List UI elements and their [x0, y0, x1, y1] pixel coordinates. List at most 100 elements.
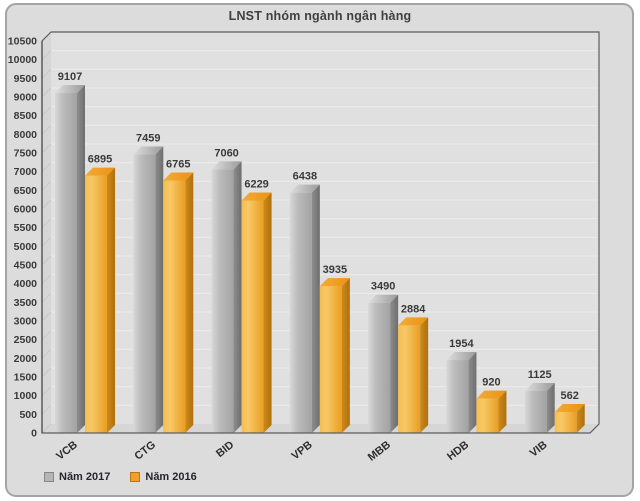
y-tick-label: 5500: [14, 222, 38, 234]
tick-mark: [41, 292, 52, 303]
y-tick-label: 5000: [14, 241, 38, 253]
bar-top-face: [524, 383, 555, 391]
legend-item-2016: Năm 2016: [130, 471, 197, 483]
bar-Năm-2016-MBB: [398, 317, 429, 433]
bar-side-face: [311, 184, 320, 433]
bar-side-face: [468, 352, 477, 433]
bar-Năm-2016-VCB: [85, 167, 115, 433]
value-label: 3935: [323, 264, 347, 276]
bar-front-face: [163, 180, 186, 433]
bar-front-face: [55, 93, 77, 433]
value-label: 1954: [449, 338, 474, 350]
bar-Năm-2017-MBB: [368, 294, 399, 433]
y-tick-label: 500: [19, 409, 37, 421]
bar-Năm-2017-VPB: [289, 184, 320, 433]
bar-front-face: [241, 200, 264, 433]
bar-top-face: [446, 352, 477, 361]
y-tick-label: 7000: [14, 166, 38, 178]
tick-mark: [41, 199, 52, 210]
y-tick-label: 10000: [8, 54, 37, 66]
bar-top-face: [554, 404, 585, 413]
y-axis-labels: 0 500 1000 1500 2000 2500 3000 3500 4000 4500 5000…: [8, 36, 37, 440]
y-tick-label: 4000: [14, 278, 38, 290]
bar-front-face: [211, 169, 234, 433]
bar-front-face: [446, 360, 469, 433]
y-tick-label: 3500: [14, 297, 38, 309]
bar-Năm-2016-VPB: [319, 278, 350, 433]
bar-Năm-2017-VCB: [55, 85, 85, 433]
bar-side-face: [390, 294, 399, 433]
value-label: 562: [561, 390, 579, 402]
value-label: 7459: [136, 133, 160, 145]
bar-top-face: [319, 278, 350, 287]
bar-front-face: [554, 412, 577, 433]
bar-side-face: [155, 146, 164, 433]
chart-title: LNST nhóm ngành ngân hàng: [228, 9, 412, 23]
bar-top-face: [163, 172, 194, 181]
category-label: VIB: [528, 439, 550, 460]
bar-Năm-2017-CTG: [133, 146, 164, 433]
y-tick-label: 9500: [14, 73, 38, 85]
tick-mark: [41, 218, 52, 229]
tick-mark: [41, 311, 52, 322]
category-label: MBB: [366, 439, 393, 464]
bar-side-face: [107, 167, 115, 433]
tick-mark: [41, 236, 52, 247]
value-label: 3490: [371, 281, 395, 293]
value-label: 6895: [88, 154, 112, 166]
bar-Năm-2016-VIB: [554, 404, 585, 433]
y-tick-label: 3000: [14, 316, 38, 328]
bars: [55, 85, 585, 433]
axis-ticks: [41, 31, 52, 434]
bar-side-face: [576, 404, 585, 433]
bar-Năm-2016-BID: [241, 192, 272, 433]
bar-top-face: [398, 317, 429, 326]
bar-front-face: [524, 391, 547, 433]
y-tick-label: 2000: [14, 353, 38, 365]
value-label: 7060: [214, 147, 238, 159]
bar-side-face: [233, 161, 242, 433]
y-tick-label: 6500: [14, 185, 38, 197]
value-label: 6229: [244, 178, 268, 190]
y-tick-label: 2500: [14, 334, 38, 346]
bar-side-face: [263, 192, 272, 433]
bar-top-face: [211, 161, 242, 170]
bar-top-face: [55, 85, 85, 94]
bar-top-face: [289, 184, 320, 193]
legend: Năm 2017 Năm 2016: [44, 471, 197, 483]
legend-label-2017: Năm 2017: [59, 471, 111, 483]
tick-mark: [41, 274, 52, 285]
bar-top-face: [368, 294, 399, 303]
value-label: 6438: [293, 171, 317, 183]
y-tick-label: 10500: [8, 36, 37, 48]
bar-side-face: [546, 383, 555, 433]
bar-front-face: [368, 302, 391, 433]
tick-mark: [41, 106, 52, 117]
bar-Năm-2016-CTG: [163, 172, 194, 433]
category-label: VCB: [54, 439, 80, 463]
bar-Năm-2017-VIB: [524, 383, 555, 433]
category-labels: VCB CTG BID VPB MBB HDB VIB: [54, 439, 549, 464]
bar-front-face: [85, 175, 107, 433]
y-tick-label: 4500: [14, 260, 38, 272]
tick-mark: [41, 50, 52, 61]
bar-top-face: [476, 390, 507, 399]
legend-item-2017: Năm 2017: [44, 471, 110, 483]
value-label: 9107: [58, 71, 82, 83]
bar-side-face: [498, 390, 507, 433]
bar-front-face: [133, 154, 156, 433]
y-tick-label: 8500: [14, 110, 38, 122]
category-label: BID: [214, 439, 236, 460]
y-tick-label: 1000: [14, 390, 38, 402]
bar-front-face: [289, 192, 312, 433]
y-tick-label: 7500: [14, 148, 38, 160]
bar-front-face: [319, 286, 342, 433]
value-label: 1125: [528, 369, 552, 381]
tick-mark: [41, 124, 52, 135]
bar-side-face: [420, 317, 429, 433]
bar-side-face: [185, 172, 194, 433]
y-tick-label: 1500: [14, 372, 38, 384]
bar-side-face: [77, 85, 85, 433]
value-labels: 9107 6895 7459 6765 7060 6229 6438 3935 3490 2884…: [58, 71, 579, 402]
y-tick-label: 6000: [14, 204, 38, 216]
